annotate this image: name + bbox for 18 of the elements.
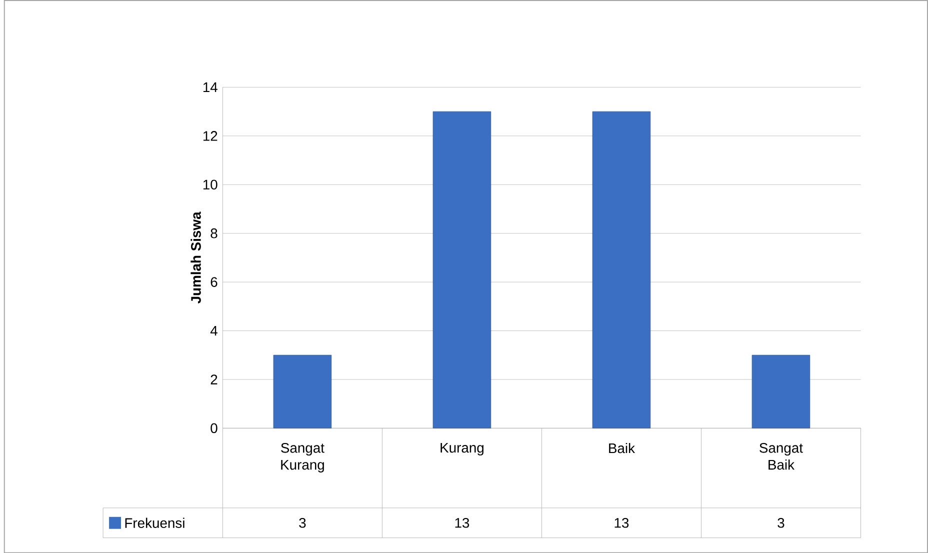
- y-axis-title: Jumlah Siswa: [190, 211, 201, 304]
- y-tick-label: 6: [210, 276, 218, 287]
- y-tick-label: 12: [203, 130, 218, 141]
- x-tick-label: Baik: [609, 442, 636, 454]
- y-tick-label: 14: [203, 82, 218, 92]
- y-tick-label: 0: [210, 423, 218, 433]
- y-tick-label: 10: [203, 180, 218, 190]
- data-label: 13: [455, 518, 470, 528]
- data-label: 13: [614, 518, 629, 528]
- y-tick-label: 4: [210, 326, 218, 336]
- y-tick-label: 2: [210, 374, 218, 384]
- x-tick-label: Sangat Kurang: [281, 442, 324, 472]
- data-label: 3: [299, 518, 306, 528]
- data-label: 3: [778, 518, 784, 528]
- legend-label: Frekuensi: [125, 518, 184, 528]
- x-tick-label: Kurang: [440, 442, 484, 456]
- x-tick-label: Sangat Baik: [760, 442, 803, 470]
- y-tick-label: 8: [210, 228, 218, 238]
